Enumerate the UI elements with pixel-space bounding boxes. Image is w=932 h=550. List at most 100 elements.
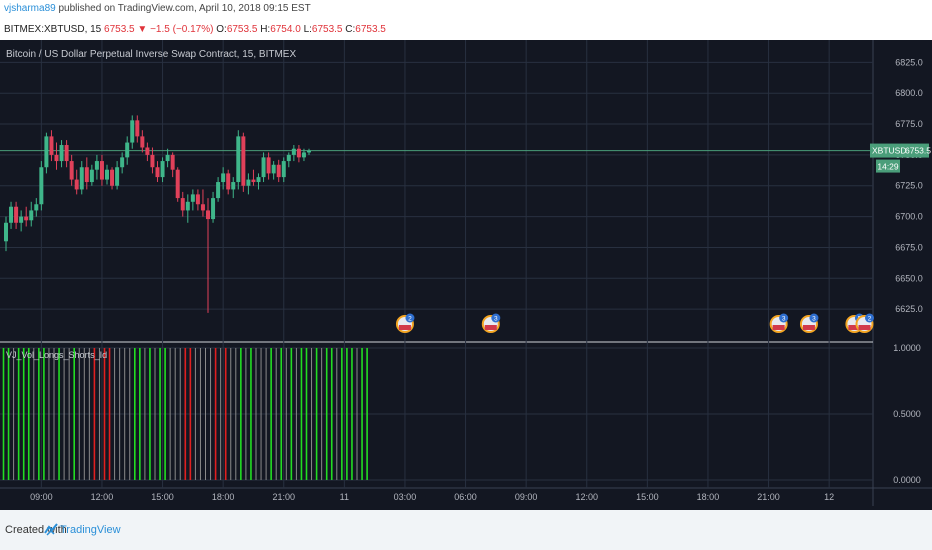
candle-body [185, 201, 190, 211]
candle-body [125, 142, 130, 158]
price-tick-label: 6825.0 [895, 57, 923, 67]
x-tick-label: 03:00 [394, 492, 417, 502]
candle-body [9, 206, 14, 223]
candle-body [190, 194, 195, 202]
event-marker-flag [858, 325, 871, 330]
candle-body [261, 157, 266, 178]
event-marker-count: 2 [408, 316, 412, 323]
event-marker-badge [405, 313, 415, 323]
event-marker-flag [848, 325, 861, 330]
close-value: 6753.5 [355, 24, 386, 35]
candle-body [115, 167, 120, 186]
price-tick-label: 6800.0 [895, 88, 923, 98]
candle-body [236, 136, 241, 183]
quote-line: BITMEX:XBTUSD, 15 6753.5 ▼ −1.5 (−0.17%)… [4, 24, 386, 35]
candle-body [59, 145, 64, 162]
open-value: 6753.5 [226, 24, 258, 35]
x-tick-label: 21:00 [757, 492, 780, 502]
candle-body [216, 182, 221, 199]
candle-body [140, 136, 145, 148]
vol-tick-label: 1.0000 [893, 343, 921, 353]
candle-body [165, 154, 170, 162]
candle-body [301, 152, 306, 158]
candle-body [175, 169, 180, 199]
event-marker-badge [779, 313, 789, 323]
footer: Created with TradingView [0, 510, 932, 550]
price-change: −1.5 (−0.17%) [150, 24, 214, 35]
x-tick-label: 12:00 [575, 492, 598, 502]
high-value: 6754.0 [270, 24, 301, 35]
candle-body [226, 173, 231, 190]
published-info: published on TradingView.com, April 10, … [55, 3, 311, 14]
vol-tick-label: 0.5000 [893, 409, 921, 419]
publisher-username[interactable]: vjsharma89 [4, 3, 56, 14]
candle-body [34, 204, 39, 211]
event-marker-flag [398, 325, 411, 330]
last-price-value: 6753.5 [905, 146, 931, 156]
candle-body [19, 216, 24, 223]
close-label: C: [345, 24, 356, 35]
candle-body [130, 120, 135, 143]
candle-body [180, 198, 185, 211]
created-with-text: Created with [5, 524, 67, 536]
x-tick-label: 15:00 [636, 492, 659, 502]
x-tick-label: 11 [340, 492, 349, 502]
tradingview-logo-icon [44, 523, 58, 536]
candle-body [307, 150, 311, 153]
event-marker-count: 2 [868, 316, 872, 323]
candle-body [221, 173, 226, 183]
down-arrow-icon: ▼ [137, 24, 148, 35]
low-label: L: [303, 24, 312, 35]
symbol-label: BITMEX:XBTUSD, 15 [4, 24, 102, 35]
candle-body [296, 148, 301, 158]
event-marker-flag [772, 325, 785, 330]
candle-body [69, 161, 74, 180]
event-marker-flag [484, 325, 497, 330]
event-marker-count: 3 [782, 316, 786, 323]
candle-body [241, 136, 246, 186]
x-tick-label: 12:00 [91, 492, 114, 502]
x-tick-label: 06:00 [454, 492, 477, 502]
tradingview-brand-link[interactable]: TradingView [60, 524, 121, 536]
candle-body [99, 161, 104, 180]
x-tick-label: 12 [824, 492, 834, 502]
candle-body [110, 169, 115, 186]
candle-body [145, 147, 150, 155]
x-tick-label: 09:00 [30, 492, 53, 502]
chart-canvas[interactable]: 09:00 12:00 15:00 18:00 21:00 11 03:00 06:00 09:… [0, 40, 932, 510]
x-tick-label: 15:00 [151, 492, 174, 502]
candle-body [195, 194, 200, 205]
candle-body [211, 198, 216, 220]
candle-body [256, 177, 261, 183]
countdown-label: 14:29 [877, 162, 899, 172]
price-tick-label: 6700.0 [895, 212, 923, 222]
candle-body [155, 167, 160, 178]
publisher-line: vjsharma89 published on TradingView.com,… [4, 3, 311, 14]
candle-body [79, 167, 84, 190]
x-tick-label: 09:00 [515, 492, 538, 502]
candle-body [206, 210, 210, 220]
candle-body [286, 154, 291, 162]
candle-body [74, 179, 79, 190]
price-tick-label: 6625.0 [895, 304, 923, 314]
low-value: 6753.5 [311, 24, 343, 35]
candle-body [231, 182, 236, 190]
vol-tick-label: 0.0000 [893, 475, 921, 485]
candle-body [276, 164, 281, 178]
candle-body [84, 167, 89, 183]
event-marker-flag [802, 325, 815, 330]
event-marker-count: 3 [812, 316, 816, 323]
open-label: O: [216, 24, 227, 35]
candle-body [54, 154, 59, 162]
candle-body [150, 154, 155, 168]
candle-body [120, 157, 125, 168]
countdown-tag [876, 159, 900, 173]
candle-body [281, 161, 286, 178]
price-tick-label: 6650.0 [895, 273, 923, 283]
candle-body [291, 148, 296, 155]
price-tick-label: 6725.0 [895, 181, 923, 191]
indicator-name: VJ_Vol_Longs_Shorts_Id [6, 350, 107, 360]
candle-body [49, 136, 54, 155]
candle-body [160, 161, 165, 178]
candle-body [64, 145, 69, 162]
